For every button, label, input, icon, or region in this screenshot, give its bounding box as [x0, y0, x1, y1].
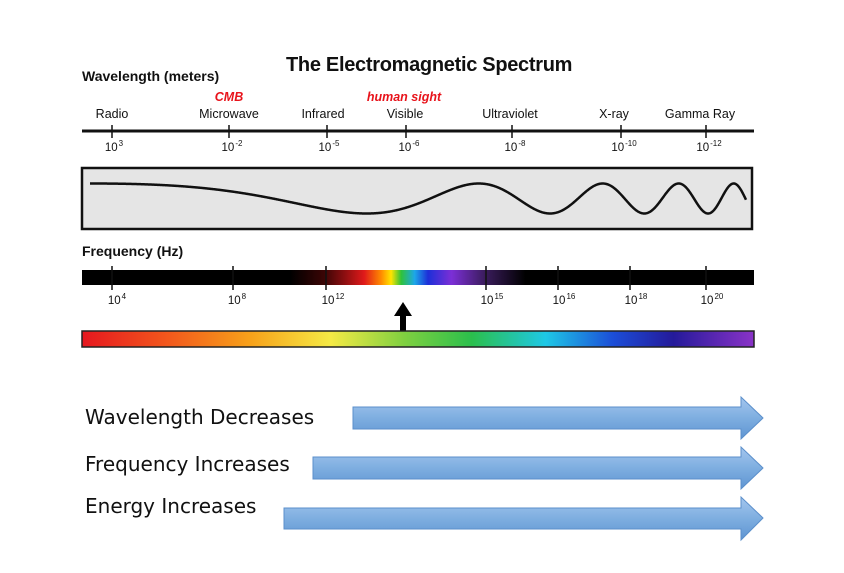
wavelength-tick-label: 10-2	[221, 139, 243, 154]
wavelength-tick-label: 10-6	[398, 139, 420, 154]
human-sight-callout: human sight	[366, 90, 442, 104]
frequency-tick-label: 1016	[552, 292, 576, 307]
diagram-title: The Electromagnetic Spectrum	[286, 54, 573, 76]
wave-curve	[90, 182, 748, 215]
band-infrared: Infrared	[301, 107, 345, 121]
wave-box	[80, 166, 754, 231]
band-ultraviolet: Ultraviolet	[482, 107, 538, 121]
frequency-trend-label: Frequency Increases	[85, 452, 290, 476]
wavelength-decreases-arrow	[352, 395, 764, 441]
frequency-tick-label: 1018	[624, 292, 648, 307]
frequency-tick-label: 104	[107, 292, 127, 307]
band-gamma-ray: Gamma Ray	[664, 107, 736, 121]
visible-spectrum-bar	[81, 330, 755, 348]
band-xray: X-ray	[599, 107, 629, 121]
energy-trend-label: Energy Increases	[85, 494, 257, 518]
wavelength-tick-label: 10-10	[611, 139, 637, 154]
wavelength-trend-label: Wavelength Decreases	[85, 405, 315, 429]
frequency-tick-label: 1020	[700, 292, 724, 307]
frequency-bar	[82, 270, 754, 285]
cmb-callout: CMB	[214, 90, 244, 104]
frequency-tick-label: 108	[227, 292, 247, 307]
frequency-tick-label: 1015	[480, 292, 504, 307]
visible-pointer-arrow	[394, 302, 412, 331]
wavelength-tick-label: 10-8	[504, 139, 526, 154]
frequency-tick-label: 1012	[321, 292, 345, 307]
wavelength-tick-label: 10-12	[696, 139, 722, 154]
band-visible: Visible	[386, 107, 424, 121]
frequency-increases-arrow	[312, 445, 764, 491]
band-microwave: Microwave	[199, 107, 259, 121]
wavelength-tick-label: 10-5	[318, 139, 340, 154]
frequency-heading: Frequency (Hz)	[82, 243, 184, 259]
wavelength-heading: Wavelength (meters)	[82, 68, 220, 84]
energy-increases-arrow	[283, 495, 764, 542]
band-radio: Radio	[95, 107, 129, 121]
wavelength-tick-label: 103	[104, 139, 124, 154]
